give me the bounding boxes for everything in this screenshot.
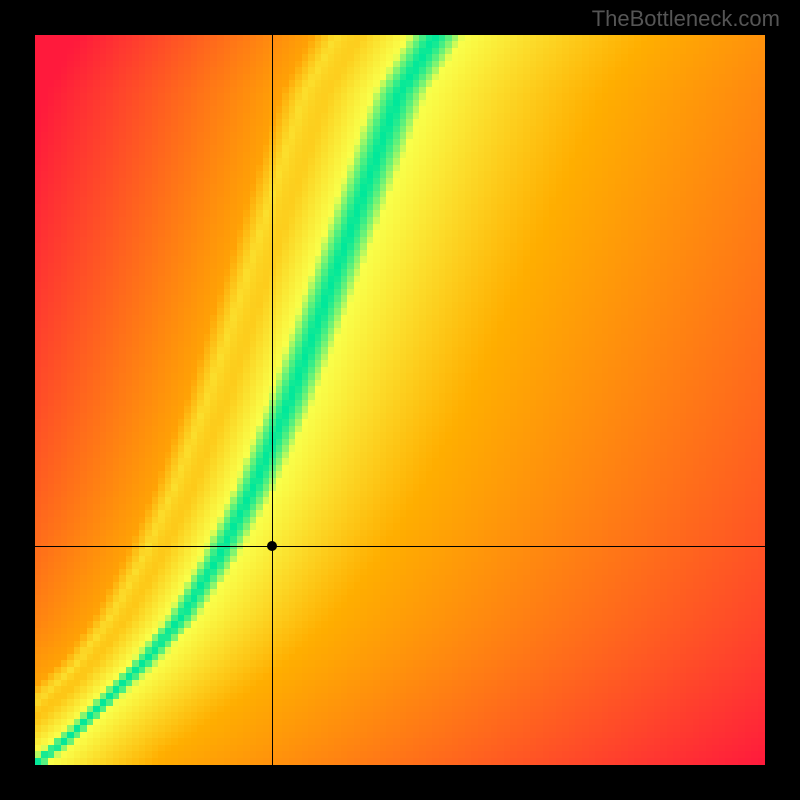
heatmap-canvas (35, 35, 765, 765)
crosshair-vertical (272, 35, 273, 765)
data-point-marker (267, 541, 277, 551)
plot-area (35, 35, 765, 765)
crosshair-horizontal (35, 546, 765, 547)
watermark-text: TheBottleneck.com (592, 6, 780, 32)
